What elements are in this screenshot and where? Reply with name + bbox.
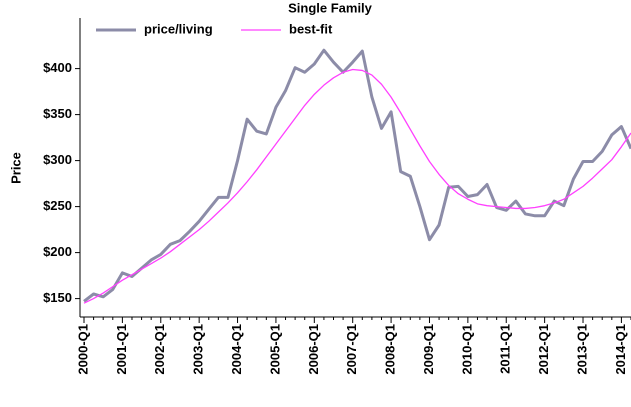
x-tick-label: 2003-Q1 xyxy=(191,324,206,375)
y-tick-label: $400 xyxy=(43,60,72,75)
x-tick-label: 2008-Q1 xyxy=(383,324,398,375)
y-axis-label: Price xyxy=(8,152,23,184)
x-tick-label: 2014-Q1 xyxy=(613,324,628,375)
x-tick-label: 2011-Q1 xyxy=(498,324,513,374)
x-tick-label: 2012-Q1 xyxy=(536,324,551,375)
x-tick-label: 2007-Q1 xyxy=(344,324,359,375)
y-tick-label: $200 xyxy=(43,244,72,259)
x-tick-label: 2001-Q1 xyxy=(114,324,129,375)
chart-title: Single Family xyxy=(288,0,373,15)
y-tick-label: $250 xyxy=(43,198,72,213)
y-tick-label: $300 xyxy=(43,152,72,167)
series-line xyxy=(83,68,631,304)
x-tick-label: 2009-Q1 xyxy=(421,324,436,375)
x-tick-label: 2000-Q1 xyxy=(75,324,90,375)
x-tick-label: 2005-Q1 xyxy=(267,324,282,375)
legend-label: best-fit xyxy=(289,21,333,36)
y-tick-label: $350 xyxy=(43,106,72,121)
x-tick-label: 2002-Q1 xyxy=(152,324,167,375)
y-tick-label: $150 xyxy=(43,290,72,305)
x-tick-label: 2010-Q1 xyxy=(459,324,474,375)
x-tick-label: 2013-Q1 xyxy=(574,324,589,375)
x-tick-label: 2004-Q1 xyxy=(229,324,244,375)
series-line xyxy=(83,48,631,303)
x-tick-label: 2006-Q1 xyxy=(306,324,321,375)
legend-label: price/living xyxy=(144,21,213,36)
